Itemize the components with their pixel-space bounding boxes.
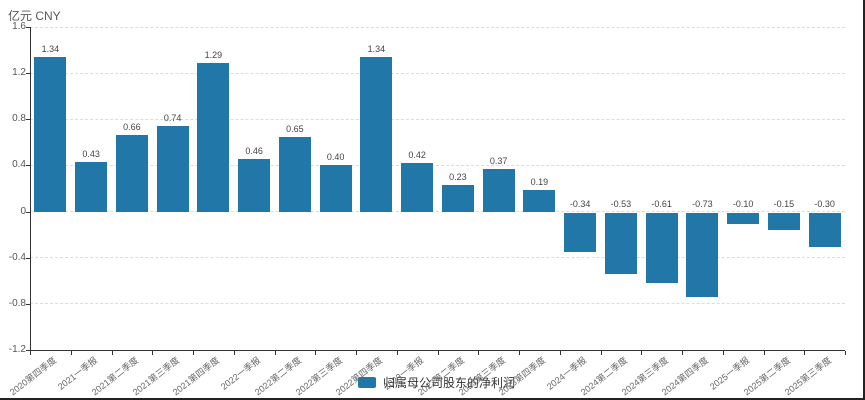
bar-value-label: -0.30 xyxy=(814,198,835,209)
bar-value-label: 0.74 xyxy=(163,113,182,124)
bar-2022一季报[interactable] xyxy=(238,158,271,212)
y-axis-label: -1.2 xyxy=(8,344,26,355)
y-axis-label: -0.4 xyxy=(8,251,26,263)
y-axis-label: 0 xyxy=(20,205,26,217)
x-axis-tick xyxy=(519,351,520,355)
bar-value-label: 0.43 xyxy=(82,148,100,159)
x-axis-tick xyxy=(437,351,439,355)
legend-swatch-icon xyxy=(357,377,376,388)
x-axis-tick xyxy=(600,351,602,355)
y-axis-label: -0.8 xyxy=(8,297,26,309)
gridline xyxy=(30,211,845,213)
bar-value-label: -0.34 xyxy=(569,198,591,209)
bar-value-label: 0.37 xyxy=(489,155,508,166)
bar-value-label: 1.29 xyxy=(204,49,223,60)
bar-value-label: 1.34 xyxy=(41,43,60,54)
legend-label: 归属母公司股东的净利润 xyxy=(382,376,515,390)
bar-2023第四季度[interactable] xyxy=(523,189,556,212)
gridline xyxy=(30,303,845,305)
bar-2021第三季度[interactable] xyxy=(156,126,189,212)
y-axis-tick xyxy=(26,350,30,351)
x-axis-tick xyxy=(70,351,72,355)
bar-2024一季报[interactable] xyxy=(564,212,597,252)
bar-2024第二季度[interactable] xyxy=(604,212,637,274)
bar-value-label: -0.15 xyxy=(773,198,795,209)
axis-unit-label: 亿元 CNY xyxy=(8,9,61,23)
bar-value-label: -0.53 xyxy=(610,198,632,209)
x-axis-line xyxy=(30,350,845,351)
bar-2022第二季度[interactable] xyxy=(278,136,311,212)
bar-2021一季报[interactable] xyxy=(75,161,108,212)
bar-value-label: -0.61 xyxy=(651,198,672,209)
bar-value-label: 0.65 xyxy=(286,123,304,134)
bar-2023一季报[interactable] xyxy=(401,163,434,212)
x-axis-tick xyxy=(193,351,194,355)
x-axis-tick xyxy=(111,351,113,355)
gridline xyxy=(30,26,845,28)
x-axis-tick xyxy=(845,351,846,355)
bar-value-label: 0.42 xyxy=(408,150,426,161)
bar-value-label: 0.23 xyxy=(449,172,467,183)
bar-value-label: 0.66 xyxy=(123,122,141,133)
bar-2024第四季度[interactable] xyxy=(686,212,719,297)
bar-2020第四季度[interactable] xyxy=(34,56,67,212)
bar-value-label: 1.34 xyxy=(367,43,386,54)
x-axis-tick xyxy=(682,351,683,355)
bar-value-label: 0.40 xyxy=(326,152,345,163)
y-axis-label: 0.4 xyxy=(12,159,26,171)
gridline xyxy=(30,164,845,166)
y-axis-label: 0.8 xyxy=(12,113,26,125)
bar-2025一季报[interactable] xyxy=(727,212,760,225)
y-axis-label: 1.2 xyxy=(12,67,26,79)
x-axis-tick xyxy=(478,351,480,355)
x-axis-tick xyxy=(559,351,561,355)
bar-2025第二季度[interactable] xyxy=(767,212,800,230)
bar-2022第四季度[interactable] xyxy=(360,56,393,212)
gridline xyxy=(30,72,845,74)
bar-2022第三季度[interactable] xyxy=(319,165,352,212)
x-axis-tick xyxy=(274,351,276,355)
x-axis-tick xyxy=(804,351,806,355)
x-axis-tick xyxy=(30,351,31,355)
y-axis-label: 1.6 xyxy=(12,21,26,32)
y-axis-tick xyxy=(26,211,30,213)
y-axis-line xyxy=(30,27,31,351)
x-axis-tick xyxy=(356,351,357,355)
bar-2023第三季度[interactable] xyxy=(482,168,515,212)
bar-value-label: -0.73 xyxy=(692,198,713,209)
bar-value-label: 0.19 xyxy=(530,176,549,187)
bar-2025第三季度[interactable] xyxy=(808,212,841,248)
y-axis-tick xyxy=(26,119,30,121)
bar-2021第二季度[interactable] xyxy=(115,135,148,212)
y-axis-tick xyxy=(26,257,30,259)
bar-2023第二季度[interactable] xyxy=(441,185,474,212)
x-axis-tick xyxy=(763,351,765,355)
x-axis-tick xyxy=(233,351,235,355)
legend-item[interactable]: 归属母公司股东的净利润 xyxy=(30,374,843,391)
bar-2021第四季度[interactable] xyxy=(197,62,230,212)
x-axis-tick xyxy=(315,351,317,355)
x-axis-tick xyxy=(152,351,154,355)
x-axis-tick xyxy=(722,351,724,355)
bar-value-label: 0.46 xyxy=(245,145,263,156)
bar-2024第三季度[interactable] xyxy=(645,212,678,283)
y-axis-tick xyxy=(26,303,30,305)
bar-value-label: -0.10 xyxy=(732,198,754,209)
x-axis-tick xyxy=(641,351,643,355)
x-axis-tick xyxy=(396,351,398,355)
gridline xyxy=(30,118,845,120)
y-axis-tick xyxy=(26,27,30,28)
gridline xyxy=(30,257,845,259)
y-axis-tick xyxy=(26,165,30,167)
y-axis-tick xyxy=(26,73,30,75)
